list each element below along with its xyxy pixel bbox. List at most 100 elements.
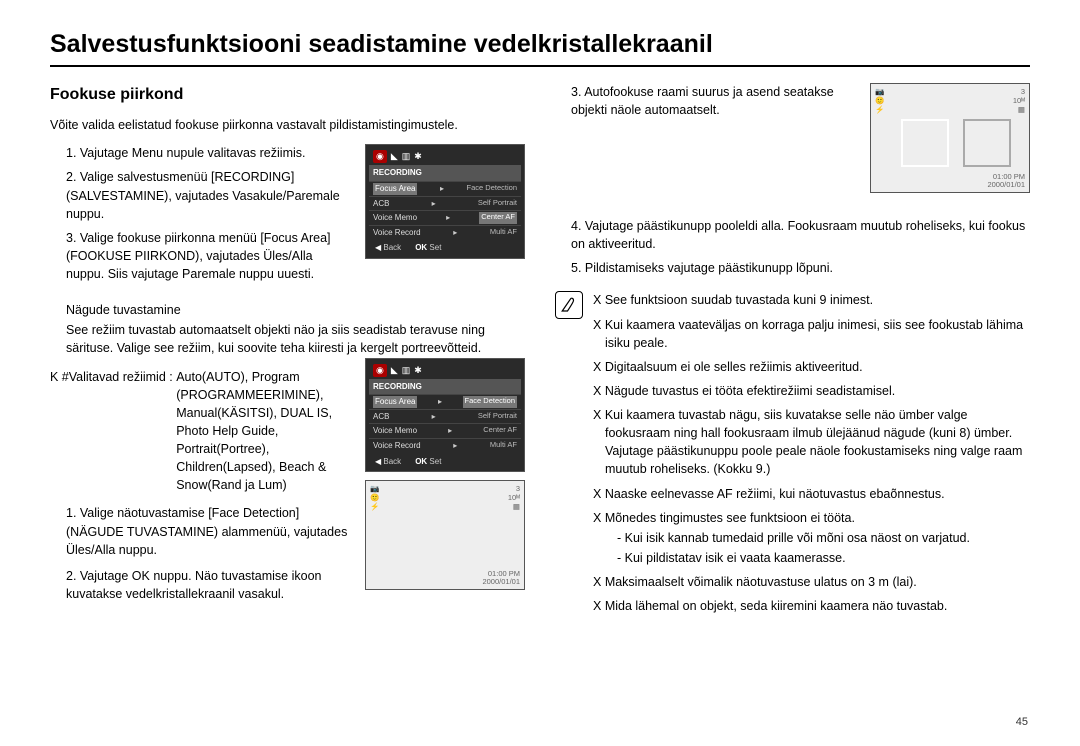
lcd-set-label: Set	[429, 243, 441, 252]
lcd-menu-heading: RECORDING	[369, 379, 521, 395]
sub-notes: Kui isik kannab tumedaid prille või mõni…	[605, 529, 1030, 567]
lcd-row: Focus Area▸Face Detection	[369, 394, 521, 409]
note-box: See funktsioon suudab tuvastada kuni 9 i…	[555, 291, 1030, 621]
tab-icon: ✱	[414, 150, 422, 163]
step-item: 5. Pildistamiseks vajutage päästikunupp …	[571, 259, 1030, 277]
lcd-menu-heading: RECORDING	[369, 165, 521, 181]
note-item: Nägude tuvastus ei tööta efektirežiimi s…	[593, 382, 1030, 400]
lcd-row: ACB ▸ Self Portrait	[369, 409, 521, 424]
page-number: 45	[1016, 716, 1028, 728]
note-item: Mida lähemal on objekt, seda kiiremini k…	[593, 597, 1030, 615]
flash-icon: ⚡	[370, 502, 379, 511]
lcd-row-label: ACB	[373, 411, 389, 423]
lcd-row-value: Face Detection	[467, 183, 517, 195]
lcd-row-label: Voice Record	[373, 440, 421, 452]
right-column: 📷 🙂 ⚡ 3 10ᴹ ▦ 01:00 PM 2000/01/01 3. Aut…	[555, 83, 1030, 621]
intro-text: Võite valida eelistatud fookuse piirkonn…	[50, 116, 525, 134]
face-detect-icon: 🙂	[875, 96, 884, 105]
note-item: Kui kaamera vaateväljas on korraga palju…	[593, 316, 1030, 352]
image-size: 10ᴹ	[1013, 96, 1025, 105]
camera-tab-icon: ◉	[373, 364, 387, 377]
back-arrow-icon: ◀	[375, 457, 381, 466]
lcd-row-arrow: ▸	[440, 183, 444, 195]
lcd-row-value: Center AF	[483, 425, 517, 437]
lcd-row-value: Center AF	[479, 212, 517, 224]
sub-note-item: Kui isik kannab tumedaid prille või mõni…	[617, 529, 1030, 547]
lcd-ok-key: OK	[415, 457, 427, 466]
lcd-row-label: Voice Memo	[373, 212, 417, 224]
image-size: 10ᴹ	[508, 493, 520, 502]
lcd-row-value: Face Detection	[463, 396, 517, 408]
lcd-row-value: Multi AF	[490, 227, 517, 239]
tab-icon: ◣	[391, 364, 398, 377]
lcd-row: Voice Memo ▸ Center AF	[369, 423, 521, 438]
sub-note-item: Kui pildistatav isik ei vaata kaamerasse…	[617, 549, 1030, 567]
modes-row: K #Valitavad režiimid : Auto(AUTO), Prog…	[50, 368, 353, 495]
lcd-menu: ◉ ◣ ▥ ✱ RECORDING Focus Area ▸ Face Detect…	[365, 144, 525, 259]
lcd-row-arrow: ▸	[438, 396, 442, 408]
date-display: 2000/01/01	[987, 181, 1025, 189]
lcd-row-value: Self Portrait	[478, 198, 517, 210]
shots-remaining: 3	[508, 484, 520, 493]
lcd-row-label: ACB	[373, 198, 389, 210]
lcd-tab-row: ◉ ◣ ▥ ✱	[369, 362, 521, 379]
lcd-row-arrow: ▸	[446, 212, 450, 224]
lcd-row: Voice Memo ▸ Center AF	[369, 210, 521, 225]
lcd-menu-footer: ◀ Back OK Set	[369, 453, 521, 469]
title-rule	[50, 65, 1030, 67]
live-top-left-icons: 📷 🙂 ⚡	[370, 484, 379, 511]
note-item: Mõnedes tingimustes see funktsioon ei tö…	[593, 509, 1030, 567]
right-steps-2: 4. Vajutage päästikunupp pooleldi alla. …	[555, 217, 1030, 277]
lcd-menu-rows: Focus Area▸Face Detection ACB▸Self Portr…	[369, 394, 521, 452]
lcd-set-label: Set	[429, 457, 441, 466]
note-item: Digitaalsuum ei ole selles režiimis akti…	[593, 358, 1030, 376]
face-frame-secondary	[963, 119, 1011, 167]
lcd-row-arrow: ▸	[453, 440, 457, 452]
lcd-menu: ◉ ◣ ▥ ✱ RECORDING Focus Area▸Face Detect…	[365, 358, 525, 473]
face-frame	[901, 119, 949, 167]
note-text: Mõnedes tingimustes see funktsioon ei tö…	[605, 511, 855, 525]
page-title: Salvestusfunktsiooni seadistamine vedelk…	[50, 30, 1030, 59]
face-body: See režiim tuvastab automaatselt objekti…	[50, 321, 525, 357]
live-top-right: 3 10ᴹ ▦	[508, 484, 520, 511]
note-item: See funktsioon suudab tuvastada kuni 9 i…	[593, 291, 1030, 309]
lcd-row-arrow: ▸	[432, 411, 436, 423]
camera-mode-icon: 📷	[875, 87, 884, 96]
live-view-right: 📷 🙂 ⚡ 3 10ᴹ ▦ 01:00 PM 2000/01/01	[870, 83, 1030, 193]
lcd-row-value: Self Portrait	[478, 411, 517, 423]
lcd-row-arrow: ▸	[448, 425, 452, 437]
lcd-live-view: 📷 🙂 ⚡ 3 10ᴹ ▦ 01:00 PM 2000/01/01	[365, 480, 525, 590]
left-column: Fookuse piirkond Võite valida eelistatud…	[50, 83, 525, 621]
note-icon	[555, 291, 583, 319]
lcd-tab-row: ◉ ◣ ▥ ✱	[369, 148, 521, 165]
quality-icon: ▦	[1013, 105, 1025, 114]
note-item: Kui kaamera tuvastab nägu, siis kuvataks…	[593, 406, 1030, 479]
back-arrow-icon: ◀	[375, 243, 381, 252]
tab-icon: ▥	[402, 150, 411, 163]
face-heading: Nägude tuvastamine	[50, 301, 525, 319]
lcd-row-label: Voice Memo	[373, 425, 417, 437]
lcd-ok-key: OK	[415, 243, 427, 252]
lcd-row: ACB ▸ Self Portrait	[369, 196, 521, 211]
lcd-row-arrow: ▸	[432, 198, 436, 210]
menu-screenshot-2: ◉ ◣ ▥ ✱ RECORDING Focus Area▸Face Detect…	[365, 358, 525, 591]
live-top-right: 3 10ᴹ ▦	[1013, 87, 1025, 114]
camera-mode-icon: 📷	[370, 484, 379, 493]
lcd-row: Focus Area ▸ Face Detection	[369, 181, 521, 196]
quality-icon: ▦	[508, 502, 520, 511]
section-heading: Fookuse piirkond	[50, 83, 525, 106]
live-top-left-icons: 📷 🙂 ⚡	[875, 87, 884, 114]
tab-icon: ◣	[391, 150, 398, 163]
lcd-menu-rows: Focus Area ▸ Face Detection ACB ▸ Self Portr…	[369, 181, 521, 239]
tab-icon: ▥	[402, 364, 411, 377]
lcd-row-label: Focus Area	[373, 183, 417, 195]
date-display: 2000/01/01	[482, 578, 520, 586]
lcd-row: Voice Record▸Multi AF	[369, 225, 521, 240]
flash-icon: ⚡	[875, 105, 884, 114]
content-columns: Fookuse piirkond Võite valida eelistatud…	[50, 83, 1030, 621]
face-detect-icon: 🙂	[370, 493, 379, 502]
notes-list: See funktsioon suudab tuvastada kuni 9 i…	[593, 291, 1030, 621]
menu-screenshot-1: ◉ ◣ ▥ ✱ RECORDING Focus Area ▸ Face Detect…	[365, 144, 525, 259]
lcd-back-label: Back	[383, 457, 401, 466]
note-item: Naaske eelnevasse AF režiimi, kui näotuv…	[593, 485, 1030, 503]
